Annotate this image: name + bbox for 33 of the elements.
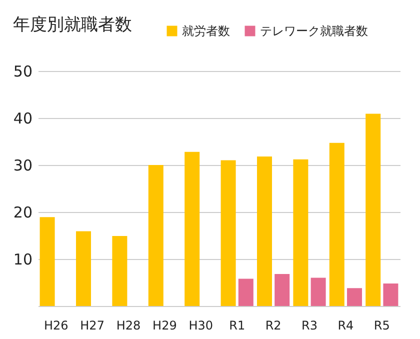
bar — [274, 274, 290, 306]
legend-label: 就労者数 — [182, 24, 230, 38]
bar — [310, 278, 326, 306]
y-tick-label: 20 — [13, 204, 32, 222]
bar — [347, 288, 362, 306]
bar — [112, 236, 128, 306]
legend-label: テレワーク就職者数 — [260, 24, 368, 38]
y-tick-label: 30 — [13, 156, 32, 174]
y-tick-label: 40 — [13, 110, 32, 128]
bar — [329, 142, 344, 306]
x-tick-label: R1 — [229, 318, 246, 332]
x-tick-label: R3 — [302, 318, 318, 332]
x-tick-label: H29 — [152, 318, 177, 332]
bar — [40, 217, 55, 306]
bar — [366, 114, 381, 306]
bar — [76, 231, 91, 306]
x-tick-label: H26 — [44, 318, 68, 332]
x-tick-label: R2 — [265, 318, 282, 332]
x-tick-label: R4 — [338, 318, 354, 332]
x-tick-label: H28 — [116, 318, 141, 332]
y-tick-label: 50 — [13, 62, 32, 80]
chart-title: 年度別就職者数 — [12, 15, 132, 35]
bar — [256, 156, 272, 306]
bar — [184, 152, 200, 306]
y-tick-label: 10 — [13, 250, 32, 268]
bar — [220, 160, 236, 306]
x-tick-label: H30 — [188, 318, 214, 332]
bar — [383, 283, 398, 306]
bar — [238, 278, 254, 306]
x-tick-label: H27 — [80, 318, 104, 332]
bar — [148, 165, 164, 306]
bar — [293, 159, 308, 306]
x-tick-label: R5 — [374, 318, 390, 332]
